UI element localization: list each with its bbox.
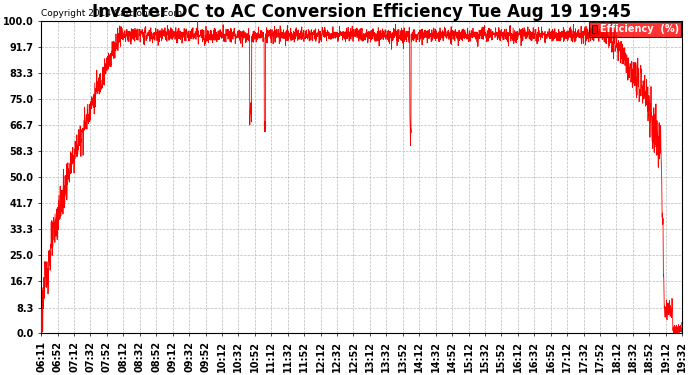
Text: Copyright 2014 Cartronics.com: Copyright 2014 Cartronics.com — [41, 9, 182, 18]
Legend: Efficiency  (%): Efficiency (%) — [589, 22, 681, 37]
Title: Inverter DC to AC Conversion Efficiency Tue Aug 19 19:45: Inverter DC to AC Conversion Efficiency … — [92, 3, 631, 21]
